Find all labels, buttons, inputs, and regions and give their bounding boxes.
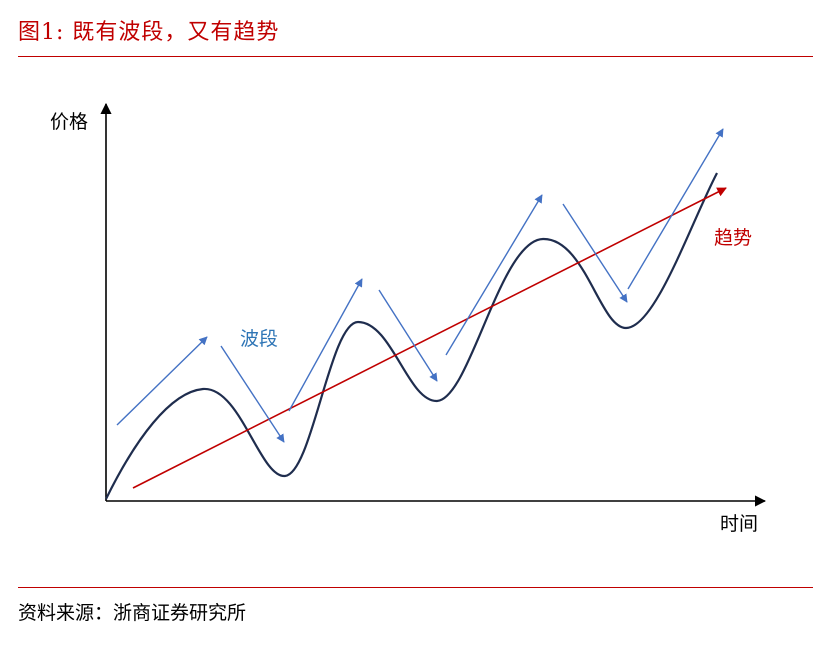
source-divider xyxy=(18,587,813,588)
figure-title: 图1: 既有波段，又有趋势 xyxy=(18,20,280,45)
wave-arrow-up-3 xyxy=(445,194,543,356)
source-note: 资料来源：浙商证券研究所 xyxy=(18,602,247,624)
trend-arrow xyxy=(132,187,727,489)
wave-arrow-up-1 xyxy=(116,336,208,426)
wave-arrow-down-2 xyxy=(378,289,438,382)
wave-arrows xyxy=(116,128,724,443)
price-curve xyxy=(105,172,718,500)
wave-arrow-up-4 xyxy=(627,128,724,290)
title-divider xyxy=(18,56,813,57)
wave-arrow-up-2 xyxy=(288,278,363,412)
y-axis-label: 价格 xyxy=(50,111,88,133)
trend-label: 趋势 xyxy=(714,227,752,249)
wave-label: 波段 xyxy=(240,328,278,350)
wave-arrow-down-1 xyxy=(220,345,285,443)
wave-arrow-down-3 xyxy=(562,203,628,303)
x-axis-label: 时间 xyxy=(720,513,758,535)
